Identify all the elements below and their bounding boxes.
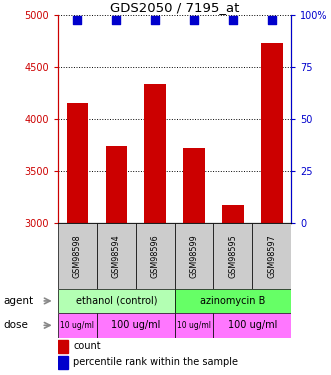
Bar <box>58 356 69 369</box>
Point <box>269 17 274 23</box>
Point <box>114 17 119 23</box>
Text: agent: agent <box>3 296 33 306</box>
Bar <box>58 289 175 313</box>
Text: 100 ug/ml: 100 ug/ml <box>111 320 161 330</box>
Text: 100 ug/ml: 100 ug/ml <box>228 320 277 330</box>
Text: azinomycin B: azinomycin B <box>200 296 266 306</box>
Bar <box>144 84 166 223</box>
Bar <box>97 313 175 338</box>
Text: GSM98598: GSM98598 <box>73 234 82 278</box>
Point <box>153 17 158 23</box>
Bar <box>106 146 127 223</box>
Bar <box>252 223 291 289</box>
Text: 10 ug/ml: 10 ug/ml <box>60 321 94 330</box>
Bar <box>183 148 205 223</box>
Text: 10 ug/ml: 10 ug/ml <box>177 321 211 330</box>
Bar <box>67 104 88 223</box>
Bar <box>261 43 283 223</box>
Bar <box>58 223 97 289</box>
Bar <box>213 223 252 289</box>
Text: GSM98597: GSM98597 <box>267 234 276 278</box>
Bar <box>58 313 97 338</box>
Title: GDS2050 / 7195_at: GDS2050 / 7195_at <box>110 1 239 14</box>
Bar <box>213 313 291 338</box>
Bar <box>58 340 69 352</box>
Text: GSM98596: GSM98596 <box>151 234 160 278</box>
Text: ethanol (control): ethanol (control) <box>75 296 157 306</box>
Point <box>75 17 80 23</box>
Point <box>191 17 197 23</box>
Text: GSM98595: GSM98595 <box>228 234 237 278</box>
Bar <box>175 223 213 289</box>
Bar <box>97 223 136 289</box>
Bar <box>175 313 213 338</box>
Point <box>230 17 236 23</box>
Text: count: count <box>73 341 101 351</box>
Bar <box>136 223 174 289</box>
Bar <box>222 206 244 223</box>
Text: percentile rank within the sample: percentile rank within the sample <box>73 357 238 367</box>
Text: dose: dose <box>3 320 28 330</box>
Bar <box>175 289 291 313</box>
Text: GSM98594: GSM98594 <box>112 234 121 278</box>
Text: GSM98599: GSM98599 <box>190 234 199 278</box>
